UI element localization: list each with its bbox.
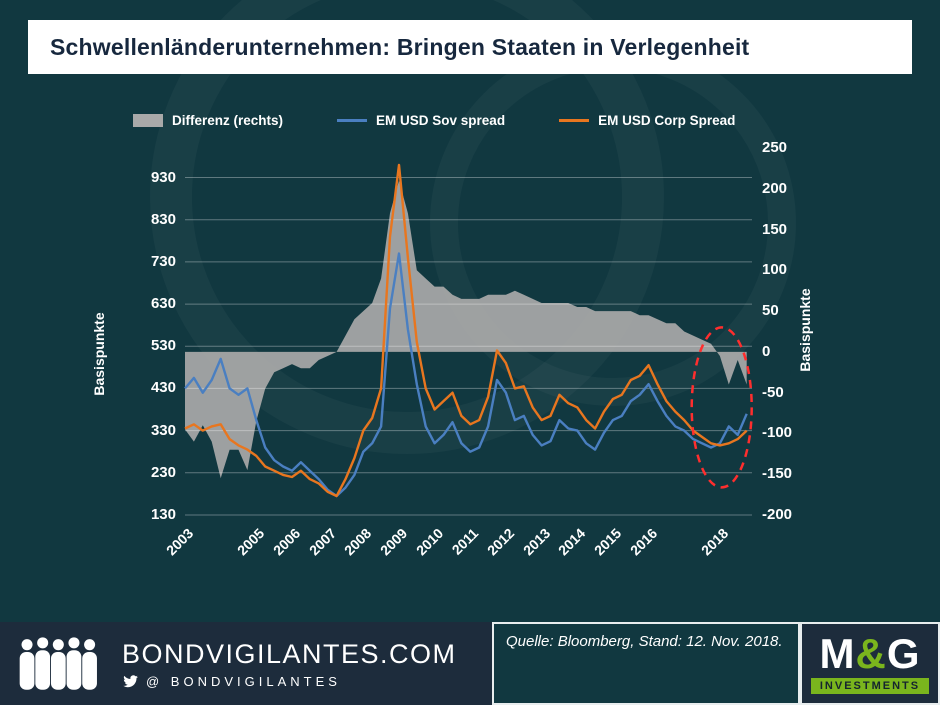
left-axis-title: Basispunkte (91, 312, 107, 396)
difference-area (185, 180, 747, 479)
x-axis-tick-label: 2012 (483, 525, 518, 559)
page-title: Schwellenländerunternehmen: Bringen Staa… (50, 33, 750, 60)
right-axis-tick-label: 100 (762, 261, 788, 279)
left-axis-tick-label: 930 (150, 168, 176, 186)
legend-item-sov: EM USD Sov spread (337, 113, 505, 128)
x-axis-tick-label: 2008 (341, 525, 375, 559)
legend-label: EM USD Corp Spread (598, 113, 736, 128)
x-axis-tick-label: 2006 (269, 525, 304, 559)
mg-logo-subtext: INVESTMENTS (810, 678, 930, 694)
line-swatch-icon (559, 119, 590, 122)
mg-logo-text: M&G (819, 630, 921, 677)
right-axis-tick-label: 250 (762, 139, 788, 156)
mg-logo: M&G INVESTMENTS (800, 622, 940, 705)
right-axis-tick-label: -100 (762, 424, 793, 442)
right-axis-tick-label: 150 (762, 220, 788, 238)
highlight-ellipse-annotation (690, 326, 753, 489)
sov-spread-line (184, 252, 748, 498)
x-axis-tick-label: 2014 (555, 525, 589, 559)
source-text: Quelle: Bloomberg, Stand: 12. Nov. 2018. (506, 633, 783, 650)
brand-text-block: BONDVIGILANTES.COM @ BONDVIGILANTES (122, 639, 457, 689)
x-axis-tick-label: 2013 (519, 525, 553, 559)
twitter-bird-icon (123, 675, 138, 688)
right-axis-tick-label: 200 (762, 179, 788, 197)
title-banner: Schwellenländerunternehmen: Bringen Staa… (28, 20, 912, 74)
left-axis-tick-label: 530 (150, 337, 176, 355)
x-axis-tick-label: 2016 (626, 525, 660, 559)
legend-item-differenz: Differenz (rechts) (133, 113, 283, 128)
footer-brand-panel: BONDVIGILANTES.COM @ BONDVIGILANTES (0, 622, 492, 705)
left-axis-tick-label: 130 (150, 506, 176, 523)
crowd-icon (19, 636, 97, 690)
right-axis-tick-label: -50 (762, 383, 784, 401)
x-axis-tick-label: 2015 (590, 525, 625, 559)
spread-chart-plot (184, 163, 753, 516)
right-axis-tick-label: -200 (762, 506, 793, 523)
x-axis-tick-label: 2011 (448, 525, 482, 558)
left-axis-tick-label: 230 (150, 463, 176, 481)
footer: BONDVIGILANTES.COM @ BONDVIGILANTES Quel… (0, 622, 940, 705)
left-axis-tick-label: 430 (150, 379, 176, 397)
x-axis-tick-label: 2003 (162, 525, 197, 559)
left-axis-tick-label: 630 (150, 295, 176, 313)
legend-label: Differenz (rechts) (172, 113, 284, 128)
x-axis-tick-label: 2009 (376, 525, 411, 559)
right-axis-tick-label: 50 (762, 302, 779, 320)
left-axis-tick-label: 730 (150, 252, 176, 270)
legend-item-corp: EM USD Corp Spread (559, 113, 735, 128)
x-axis-tick-label: 2018 (697, 525, 732, 559)
chart-legend: Differenz (rechts) EM USD Sov spread EM … (133, 113, 735, 128)
line-swatch-icon (337, 119, 368, 122)
x-axis-tick-label: 2010 (412, 525, 446, 559)
left-axis-tick-label: 330 (150, 421, 176, 439)
right-axis-title: Basispunkte (797, 288, 813, 372)
corp-spread-line (184, 163, 748, 498)
source-box: Quelle: Bloomberg, Stand: 12. Nov. 2018. (492, 622, 800, 705)
area-swatch-icon (133, 114, 163, 127)
legend-label: EM USD Sov spread (376, 113, 506, 128)
left-axis-tick-label: 830 (150, 210, 176, 228)
x-axis-tick-label: 2005 (234, 525, 268, 559)
right-axis-tick-label: 0 (762, 342, 771, 360)
twitter-line: @ BONDVIGILANTES (122, 674, 457, 689)
site-name: BONDVIGILANTES.COM (122, 638, 457, 669)
right-axis-tick-label: -150 (762, 465, 793, 483)
twitter-handle: @ BONDVIGILANTES (146, 673, 341, 689)
x-axis-tick-label: 2007 (305, 525, 339, 559)
